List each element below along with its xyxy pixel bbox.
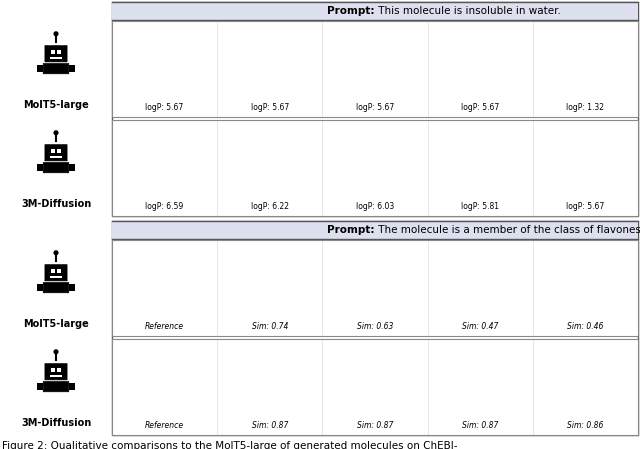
Bar [112, 120, 638, 216]
Bar [112, 2, 638, 216]
Bar [112, 240, 638, 336]
Text: Prompt:: Prompt: [328, 225, 375, 235]
Bar [69, 164, 75, 171]
Bar [49, 375, 63, 377]
Text: Sim: 0.63: Sim: 0.63 [357, 322, 393, 331]
Bar [51, 269, 55, 273]
Circle shape [54, 32, 58, 35]
Bar [112, 221, 638, 239]
FancyBboxPatch shape [45, 145, 67, 161]
Bar [49, 156, 63, 158]
Bar [112, 240, 638, 336]
FancyBboxPatch shape [45, 364, 67, 380]
Text: Prompt:: Prompt: [328, 6, 375, 16]
Bar [112, 21, 638, 117]
Text: Reference: Reference [145, 421, 184, 430]
Bar [112, 339, 638, 435]
Text: logP: 5.81: logP: 5.81 [461, 202, 499, 211]
Circle shape [54, 350, 58, 354]
Bar [112, 2, 638, 20]
Circle shape [54, 251, 58, 255]
Bar [112, 21, 638, 117]
Bar [112, 339, 638, 435]
Bar [57, 149, 61, 153]
Text: The molecule is a member of the class of flavones.: The molecule is a member of the class of… [375, 225, 640, 235]
Text: logP: 6.03: logP: 6.03 [356, 202, 394, 211]
Text: logP: 6.59: logP: 6.59 [145, 202, 184, 211]
Bar [51, 50, 55, 54]
Text: logP: 6.22: logP: 6.22 [251, 202, 289, 211]
Text: Sim: 0.87: Sim: 0.87 [252, 421, 288, 430]
FancyBboxPatch shape [45, 46, 67, 62]
Text: This molecule is insoluble in water.: This molecule is insoluble in water. [375, 6, 561, 16]
Bar [37, 65, 43, 72]
Bar [69, 284, 75, 291]
Bar [51, 149, 55, 153]
Text: Sim: 0.74: Sim: 0.74 [252, 322, 288, 331]
Bar [51, 368, 55, 372]
Text: MolT5-large: MolT5-large [23, 319, 89, 329]
Bar [57, 269, 61, 273]
Text: Sim: 0.87: Sim: 0.87 [357, 421, 393, 430]
Bar [112, 120, 638, 216]
FancyBboxPatch shape [44, 282, 68, 293]
Text: 3M-Diffusion: 3M-Diffusion [21, 199, 91, 209]
Text: Sim: 0.86: Sim: 0.86 [567, 421, 604, 430]
FancyBboxPatch shape [44, 163, 68, 173]
Circle shape [54, 131, 58, 135]
Text: logP: 5.67: logP: 5.67 [356, 103, 394, 112]
Bar [37, 383, 43, 390]
Bar [49, 57, 63, 59]
Text: Figure 2: Qualitative comparisons to the MolT5-large of generated molecules on C: Figure 2: Qualitative comparisons to the… [2, 441, 458, 449]
Bar [69, 65, 75, 72]
Bar [37, 164, 43, 171]
Text: Reference: Reference [145, 322, 184, 331]
Text: Sim: 0.87: Sim: 0.87 [462, 421, 499, 430]
Bar [57, 50, 61, 54]
Text: logP: 5.67: logP: 5.67 [145, 103, 184, 112]
FancyBboxPatch shape [44, 382, 68, 392]
Text: MolT5-large: MolT5-large [23, 100, 89, 110]
Text: logP: 5.67: logP: 5.67 [461, 103, 499, 112]
Text: Sim: 0.47: Sim: 0.47 [462, 322, 499, 331]
FancyBboxPatch shape [44, 63, 68, 74]
FancyBboxPatch shape [45, 264, 67, 281]
Text: Sim: 0.46: Sim: 0.46 [567, 322, 604, 331]
Bar [57, 368, 61, 372]
Bar [49, 276, 63, 278]
Bar [37, 284, 43, 291]
Text: 3M-Diffusion: 3M-Diffusion [21, 418, 91, 428]
Text: logP: 5.67: logP: 5.67 [566, 202, 605, 211]
Bar [112, 221, 638, 435]
Text: logP: 5.67: logP: 5.67 [251, 103, 289, 112]
Bar [69, 383, 75, 390]
Text: logP: 1.32: logP: 1.32 [566, 103, 604, 112]
